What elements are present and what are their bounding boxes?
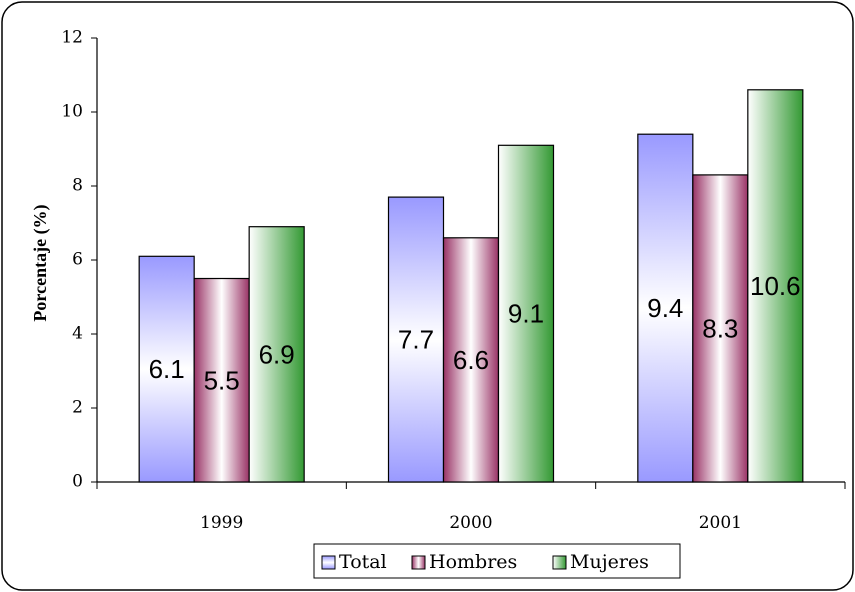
bar-mujeres [747,89,804,483]
x-tick-label: 2000 [449,513,492,533]
plot-area: 0 2 4 6 8 10 12 1999 2000 2001 6.1 7.7 9.4 5.5 6.6 8.3 6… [61,28,846,533]
data-label: 6.6 [453,345,489,375]
bar-hombres [692,174,749,483]
x-tick-label: 2001 [699,513,742,533]
data-label: 9.1 [508,299,544,329]
bar-mujeres [248,226,305,483]
y-tick-label: 4 [72,324,83,344]
data-label: 6.9 [259,339,295,369]
data-label: 5.5 [204,365,240,395]
bar-hombres [442,237,500,483]
y-tick-label: 10 [61,102,83,122]
legend-label-total: Total [339,551,387,573]
y-tick-label: 12 [61,28,83,48]
bar-hombres [193,277,250,483]
data-label: 7.7 [398,325,434,355]
y-tick-label: 6 [72,250,83,270]
y-tick-label: 8 [72,176,83,196]
x-tick-label: 1999 [200,513,243,533]
legend-label-mujeres: Mujeres [570,551,649,573]
legend-swatch-hombres [411,555,426,570]
data-label: 9.4 [647,293,683,323]
data-label: 6.1 [149,354,185,384]
legend-label-hombres: Hombres [429,551,517,573]
bar-total [387,196,445,483]
legend-swatch-mujeres [552,555,567,570]
y-tick-label: 2 [72,398,83,418]
bar-total [138,255,195,483]
data-label: 10.6 [750,271,801,301]
legend-swatch-total [321,555,336,570]
data-label: 8.3 [702,313,738,343]
bar-total [637,133,694,483]
legend-box [313,543,681,579]
bar-mujeres [497,144,555,483]
legend: Total Hombres Mujeres [313,543,681,579]
y-axis-label: Porcentaje (%) [30,204,51,321]
y-tick-label: 0 [72,472,83,492]
